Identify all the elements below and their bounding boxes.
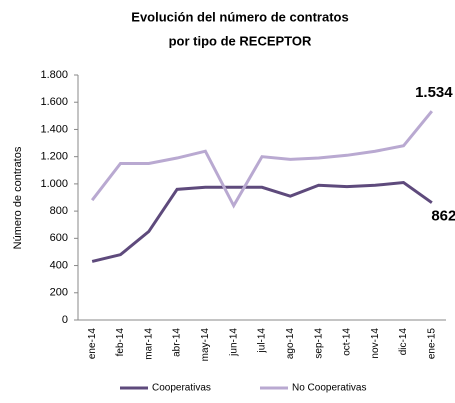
x-tick-label: mar-14 xyxy=(143,328,154,360)
data-label: 862 xyxy=(431,208,455,225)
y-tick-label: 200 xyxy=(50,287,68,299)
y-tick-label: 400 xyxy=(50,259,68,271)
x-tick-label: ene-14 xyxy=(87,328,98,360)
y-tick-label: 1.800 xyxy=(40,69,68,81)
x-tick-label: sep-14 xyxy=(313,328,324,359)
y-tick-label: 1.400 xyxy=(40,123,68,135)
chart-title: Evolución del número de contratos xyxy=(131,9,348,24)
series-line xyxy=(90,110,434,209)
legend-label: No Cooperativas xyxy=(292,383,366,394)
y-axis-label: Número de contratos xyxy=(12,146,24,249)
x-tick-label: dic-14 xyxy=(398,328,409,356)
y-tick-label: 0 xyxy=(62,314,68,326)
x-tick-label: may-14 xyxy=(200,328,211,362)
x-tick-label: oct-14 xyxy=(342,328,353,356)
x-tick-label: jul-14 xyxy=(257,328,268,354)
y-tick-label: 1.200 xyxy=(40,151,68,163)
chart-title: por tipo de RECEPTOR xyxy=(169,33,312,48)
y-tick-label: 1.600 xyxy=(40,96,68,108)
x-tick-label: ago-14 xyxy=(285,328,296,360)
y-tick-label: 1.000 xyxy=(40,178,68,190)
x-tick-label: feb-14 xyxy=(115,328,126,357)
legend-label: Cooperativas xyxy=(152,383,211,394)
y-tick-label: 800 xyxy=(50,205,68,217)
series-line xyxy=(91,180,433,263)
data-label: 1.534 xyxy=(415,84,453,101)
x-tick-label: abr-14 xyxy=(172,328,183,357)
x-tick-label: jun-14 xyxy=(228,328,239,357)
x-tick-label: ene-15 xyxy=(426,328,437,360)
y-tick-label: 600 xyxy=(50,232,68,244)
x-tick-label: nov-14 xyxy=(370,328,381,359)
